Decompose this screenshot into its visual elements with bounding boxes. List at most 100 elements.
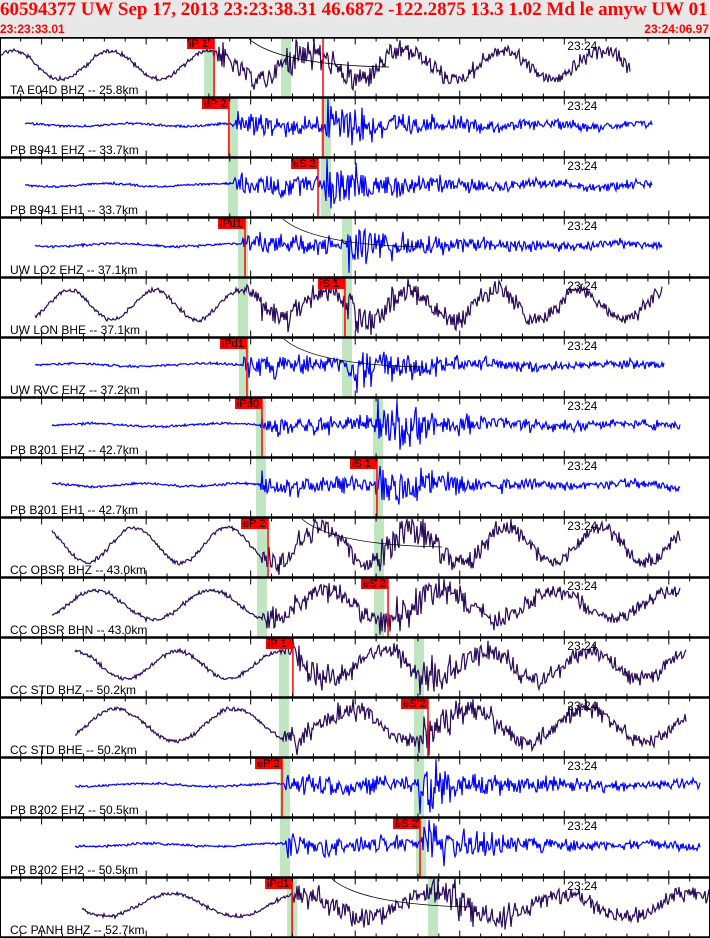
pick-flag[interactable] bbox=[218, 218, 246, 229]
pick-label: iS 1 bbox=[320, 278, 339, 290]
pick-flag[interactable] bbox=[400, 698, 428, 709]
coda-decay-curve bbox=[248, 38, 390, 68]
pick-label: eP 2 bbox=[243, 518, 265, 530]
minute-label: 23:24 bbox=[567, 219, 597, 233]
minute-label: 23:24 bbox=[567, 579, 597, 593]
predicted-s-band bbox=[413, 638, 424, 697]
predicted-p-band bbox=[256, 578, 267, 637]
minute-label: 23:24 bbox=[567, 819, 597, 833]
predicted-p-band bbox=[238, 338, 249, 397]
minute-label: 23:24 bbox=[567, 399, 597, 413]
station-label: CC PANH BHZ -- 52.7km bbox=[10, 923, 144, 937]
pick-label: eS 2 bbox=[293, 158, 316, 170]
trace-panel[interactable]: iPd1 23:24 UW LO2 EHZ -- 37.1km bbox=[10, 217, 663, 277]
trace-panel[interactable]: iPd0 23:24 PB B201 EHZ -- 42.7km bbox=[10, 397, 681, 457]
minute-label: 23:24 bbox=[567, 879, 597, 893]
pick-label: eS 2 bbox=[403, 698, 426, 710]
station-label: UW RVC EHZ -- 37.2km bbox=[10, 383, 140, 397]
predicted-p-band bbox=[227, 98, 238, 157]
pick-flag[interactable] bbox=[187, 38, 215, 49]
minute-label: 23:24 bbox=[567, 759, 597, 773]
station-label: CC OBSR BHZ -- 43.0km bbox=[10, 563, 146, 577]
pick-label: iS 1 bbox=[352, 458, 371, 470]
waveform bbox=[81, 878, 710, 930]
pick-flag[interactable] bbox=[265, 638, 293, 649]
minute-label: 23:24 bbox=[567, 459, 597, 473]
predicted-p-band bbox=[278, 698, 289, 757]
coda-decay-curve bbox=[301, 518, 442, 548]
pick-label: eP 2 bbox=[204, 98, 226, 110]
predicted-p-band bbox=[278, 638, 289, 697]
pick-label: iP 1 bbox=[268, 638, 287, 650]
station-label: PB B202 EH2 -- 50.5km bbox=[10, 863, 138, 877]
pick-label: iPd1 bbox=[267, 878, 289, 890]
pick-flag[interactable] bbox=[265, 878, 293, 889]
pick-flag[interactable] bbox=[201, 98, 229, 109]
trace-panel[interactable]: eS 2 23:24 PB B941 EH1 -- 33.7km bbox=[10, 157, 653, 217]
predicted-s-band bbox=[427, 878, 438, 937]
minute-label: 23:24 bbox=[567, 699, 597, 713]
station-label: CC OBSR BHN -- 43.0km bbox=[10, 623, 147, 637]
predicted-s-band bbox=[374, 578, 385, 637]
waveform bbox=[0, 38, 631, 92]
minute-label: 23:24 bbox=[567, 339, 597, 353]
trace-panel[interactable]: eS 2 23:24 CC STD BHE -- 50.2km bbox=[10, 697, 687, 757]
trace-panel[interactable]: eS 2 23:24 CC OBSR BHN -- 43.0km bbox=[10, 577, 681, 637]
pick-label: iPd1 bbox=[222, 338, 244, 350]
predicted-s-band bbox=[281, 38, 292, 97]
trace-panel[interactable]: iS 1 23:24 UW LON BHE -- 37.1km bbox=[10, 277, 663, 337]
pick-flag[interactable] bbox=[219, 338, 247, 349]
pick-flag[interactable] bbox=[255, 758, 283, 769]
trace-panel[interactable]: eP 2 23:24 PB B941 EHZ -- 33.7km bbox=[10, 97, 653, 157]
station-label: UW LO2 EHZ -- 37.1km bbox=[10, 263, 137, 277]
coda-decay-curve bbox=[283, 338, 424, 368]
predicted-s-band bbox=[374, 518, 385, 577]
minute-label: 23:24 bbox=[567, 39, 597, 53]
seismogram-panels[interactable]: iP 1 23:24 TA E04D BHZ -- 25.8km eP 2 23:24 P… bbox=[0, 37, 710, 938]
predicted-s-band bbox=[372, 398, 383, 457]
station-label: PB B201 EH1 -- 42.7km bbox=[10, 503, 138, 517]
trace-panel[interactable]: iS 1 23:24 PB B201 EH1 -- 42.7km bbox=[10, 457, 681, 517]
station-label: PB B941 EH1 -- 33.7km bbox=[10, 203, 138, 217]
pick-flag[interactable] bbox=[349, 458, 377, 469]
pick-flag[interactable] bbox=[393, 818, 421, 829]
waveform bbox=[34, 351, 665, 393]
trace-panel[interactable]: eP 2 23:24 PB B202 EHZ -- 50.5km bbox=[10, 757, 701, 817]
waveform bbox=[34, 278, 663, 336]
pick-label: iP 1 bbox=[189, 38, 208, 50]
waveform bbox=[34, 227, 663, 273]
trace-panel[interactable]: iP 1 23:24 CC STD BHZ -- 50.2km bbox=[10, 637, 687, 697]
predicted-p-band bbox=[237, 218, 248, 277]
pick-flag[interactable] bbox=[241, 518, 269, 529]
coda-decay-curve bbox=[331, 878, 473, 908]
minute-label: 23:24 bbox=[567, 519, 597, 533]
station-label: TA E04D BHZ -- 25.8km bbox=[10, 83, 138, 97]
station-label: PB B941 EHZ -- 33.7km bbox=[10, 143, 139, 157]
trace-panel[interactable]: iPd1 23:24 CC PANH BHZ -- 52.7km bbox=[10, 877, 710, 937]
minute-label: 23:24 bbox=[567, 159, 597, 173]
pick-label: eS 2 bbox=[363, 578, 386, 590]
predicted-p-band bbox=[256, 518, 267, 577]
predicted-s-band bbox=[413, 698, 424, 757]
pick-flag[interactable] bbox=[317, 278, 345, 289]
trace-panel[interactable]: iP 1 23:24 TA E04D BHZ -- 25.8km bbox=[0, 37, 631, 97]
minute-label: 23:24 bbox=[567, 99, 597, 113]
station-label: CC STD BHZ -- 50.2km bbox=[10, 683, 136, 697]
predicted-s-band bbox=[416, 818, 427, 877]
trace-panel[interactable]: eS 2 23:24 PB B202 EH2 -- 50.5km bbox=[10, 817, 701, 877]
waveform bbox=[51, 518, 681, 576]
event-header: 60594377 UW Sep 17, 2013 23:23:38.31 46.… bbox=[0, 0, 710, 37]
waveform bbox=[51, 578, 681, 635]
trace-panel[interactable]: eP 2 23:24 CC OBSR BHZ -- 43.0km bbox=[10, 517, 681, 577]
pick-flag[interactable] bbox=[361, 578, 389, 589]
pick-flag[interactable] bbox=[290, 158, 318, 169]
station-label: UW LON BHE -- 37.1km bbox=[10, 323, 140, 337]
trace-panel[interactable]: iPd1 23:24 UW RVC EHZ -- 37.2km bbox=[10, 337, 665, 397]
pick-label: eS 2 bbox=[395, 818, 418, 830]
pick-flag[interactable] bbox=[234, 398, 262, 409]
start-time: 23:23:33.01 bbox=[0, 22, 65, 36]
predicted-p-band bbox=[237, 278, 248, 337]
pick-label: eP 2 bbox=[257, 758, 279, 770]
pick-label: iPd1 bbox=[220, 218, 242, 230]
station-label: PB B201 EHZ -- 42.7km bbox=[10, 443, 139, 457]
